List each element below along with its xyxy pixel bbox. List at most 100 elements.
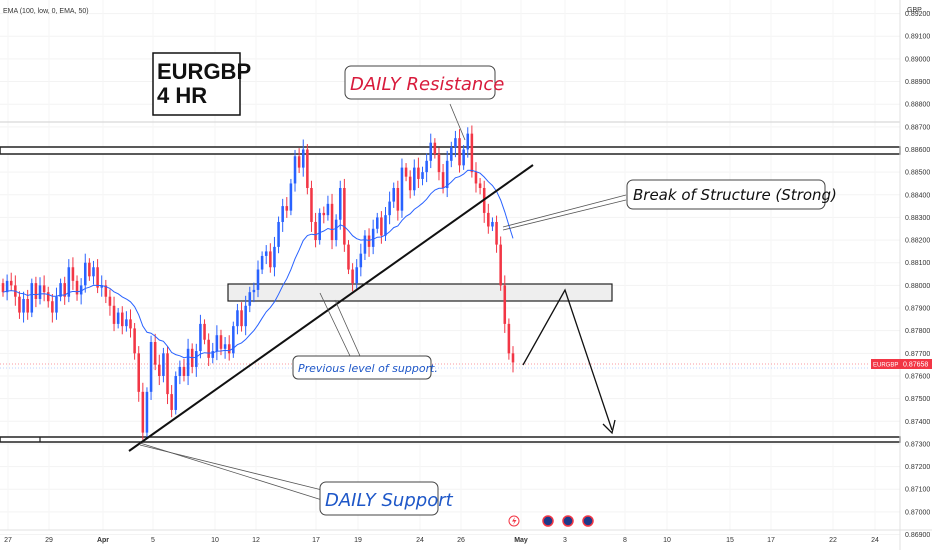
price-tick-label: 0.86900 [905, 532, 930, 539]
candle-body [429, 142, 433, 161]
candle-body [145, 391, 149, 433]
candle-body [445, 160, 449, 188]
candle-body [355, 267, 358, 284]
bos-callout-line-2 [502, 199, 627, 231]
candle-body [273, 246, 276, 268]
candle-body [347, 244, 350, 270]
candle-body [141, 391, 145, 433]
bos-callout-line-1 [502, 194, 627, 228]
lightning-glyph [512, 517, 517, 525]
candle-body [450, 147, 453, 161]
candle-body [1, 283, 5, 293]
candle-body [211, 351, 215, 358]
candle-body [285, 206, 289, 211]
candle-body [404, 167, 408, 177]
ema-line [2, 169, 514, 359]
candle-body [363, 235, 367, 254]
bos-label-box [626, 179, 826, 210]
candle-body [174, 375, 178, 410]
candle-body [384, 215, 387, 236]
candle-body [55, 296, 58, 313]
candle-body [96, 267, 99, 288]
prev-support-callout-line-1 [319, 292, 351, 357]
price-tag-value: 0.87658 [903, 362, 928, 369]
prev-support-label: Previous level of support. [298, 362, 438, 375]
candle-body [413, 167, 416, 191]
candle-body [470, 133, 474, 173]
candle-body [71, 267, 75, 281]
candle-body [499, 244, 502, 286]
price-tick-label: 0.89200 [905, 11, 930, 18]
price-axis[interactable]: 0.89200 0.89100 0.89000 0.88900 0.88800 0.887… [905, 11, 930, 539]
candle-body [162, 353, 165, 376]
price-tick-label: 0.88900 [905, 79, 930, 86]
candle-body [26, 298, 29, 313]
candle-body [178, 366, 182, 376]
candle-body [441, 172, 445, 188]
candle-body [42, 285, 46, 293]
candle-body [137, 353, 141, 392]
candle-body [462, 149, 465, 166]
price-tick-label: 0.87800 [905, 328, 930, 335]
candle-body [219, 335, 223, 349]
candle-body [83, 262, 87, 286]
candle-body [116, 312, 120, 324]
price-tick-label: 0.87500 [905, 396, 930, 403]
candle-body [38, 285, 42, 299]
candle-body [207, 339, 210, 358]
candle-body [511, 353, 515, 363]
candle-body [227, 344, 231, 354]
price-tick-label: 0.88500 [905, 170, 930, 177]
candles [1, 125, 515, 440]
candle-body [408, 176, 412, 191]
candle-body [244, 305, 247, 327]
candle-body [301, 149, 305, 168]
candle-body [433, 142, 437, 155]
candle-body [195, 351, 198, 367]
price-tick-label: 0.87900 [905, 306, 930, 313]
candle-body [454, 138, 457, 148]
event-icons[interactable] [508, 515, 594, 527]
candle-body [88, 262, 91, 277]
price-tick-label: 0.88700 [905, 124, 930, 131]
price-tick-label: 0.88300 [905, 215, 930, 222]
candle-body [248, 292, 252, 306]
candle-body [297, 156, 301, 168]
candle-body [495, 221, 498, 245]
candle-body [380, 217, 383, 236]
title-timeframe: 4 HR [157, 83, 207, 108]
candle-body [112, 305, 116, 324]
time-tick-label: 29 [45, 537, 53, 544]
candle-body [371, 228, 375, 247]
projection-path [522, 288, 613, 431]
candle-body [186, 348, 190, 376]
candle-body [108, 296, 112, 306]
daily-resistance-band [0, 146, 901, 155]
candle-body [51, 301, 54, 313]
candle-body [22, 298, 25, 313]
title-box [152, 52, 241, 116]
price-tick-label: 0.88200 [905, 238, 930, 245]
flag-icon[interactable] [542, 515, 554, 527]
candle-body [5, 280, 9, 293]
candle-body [264, 251, 268, 256]
time-axis[interactable]: 27 29 Apr 5 10 12 17 19 24 26 May 3 8 10 15 17 22 24 [4, 537, 879, 544]
flag-icon[interactable] [562, 515, 574, 527]
candle-body [310, 187, 313, 222]
candle-body [18, 296, 21, 313]
candle-body [367, 235, 371, 247]
flag-icon[interactable] [582, 515, 594, 527]
candle-body [388, 201, 391, 216]
price-tick-label: 0.88100 [905, 260, 930, 267]
projection-arrowhead [602, 419, 616, 435]
title-symbol: EURGBP [157, 59, 251, 84]
candle-body [59, 283, 62, 297]
time-tick-label: 19 [354, 537, 362, 544]
candle-body [269, 251, 272, 268]
indicator-label[interactable]: EMA (100, low, 0, EMA, 50) [3, 8, 89, 15]
candle-body [334, 219, 338, 241]
time-tick-label: 3 [563, 537, 567, 544]
candle-body [491, 221, 494, 227]
candle-body [133, 328, 136, 354]
